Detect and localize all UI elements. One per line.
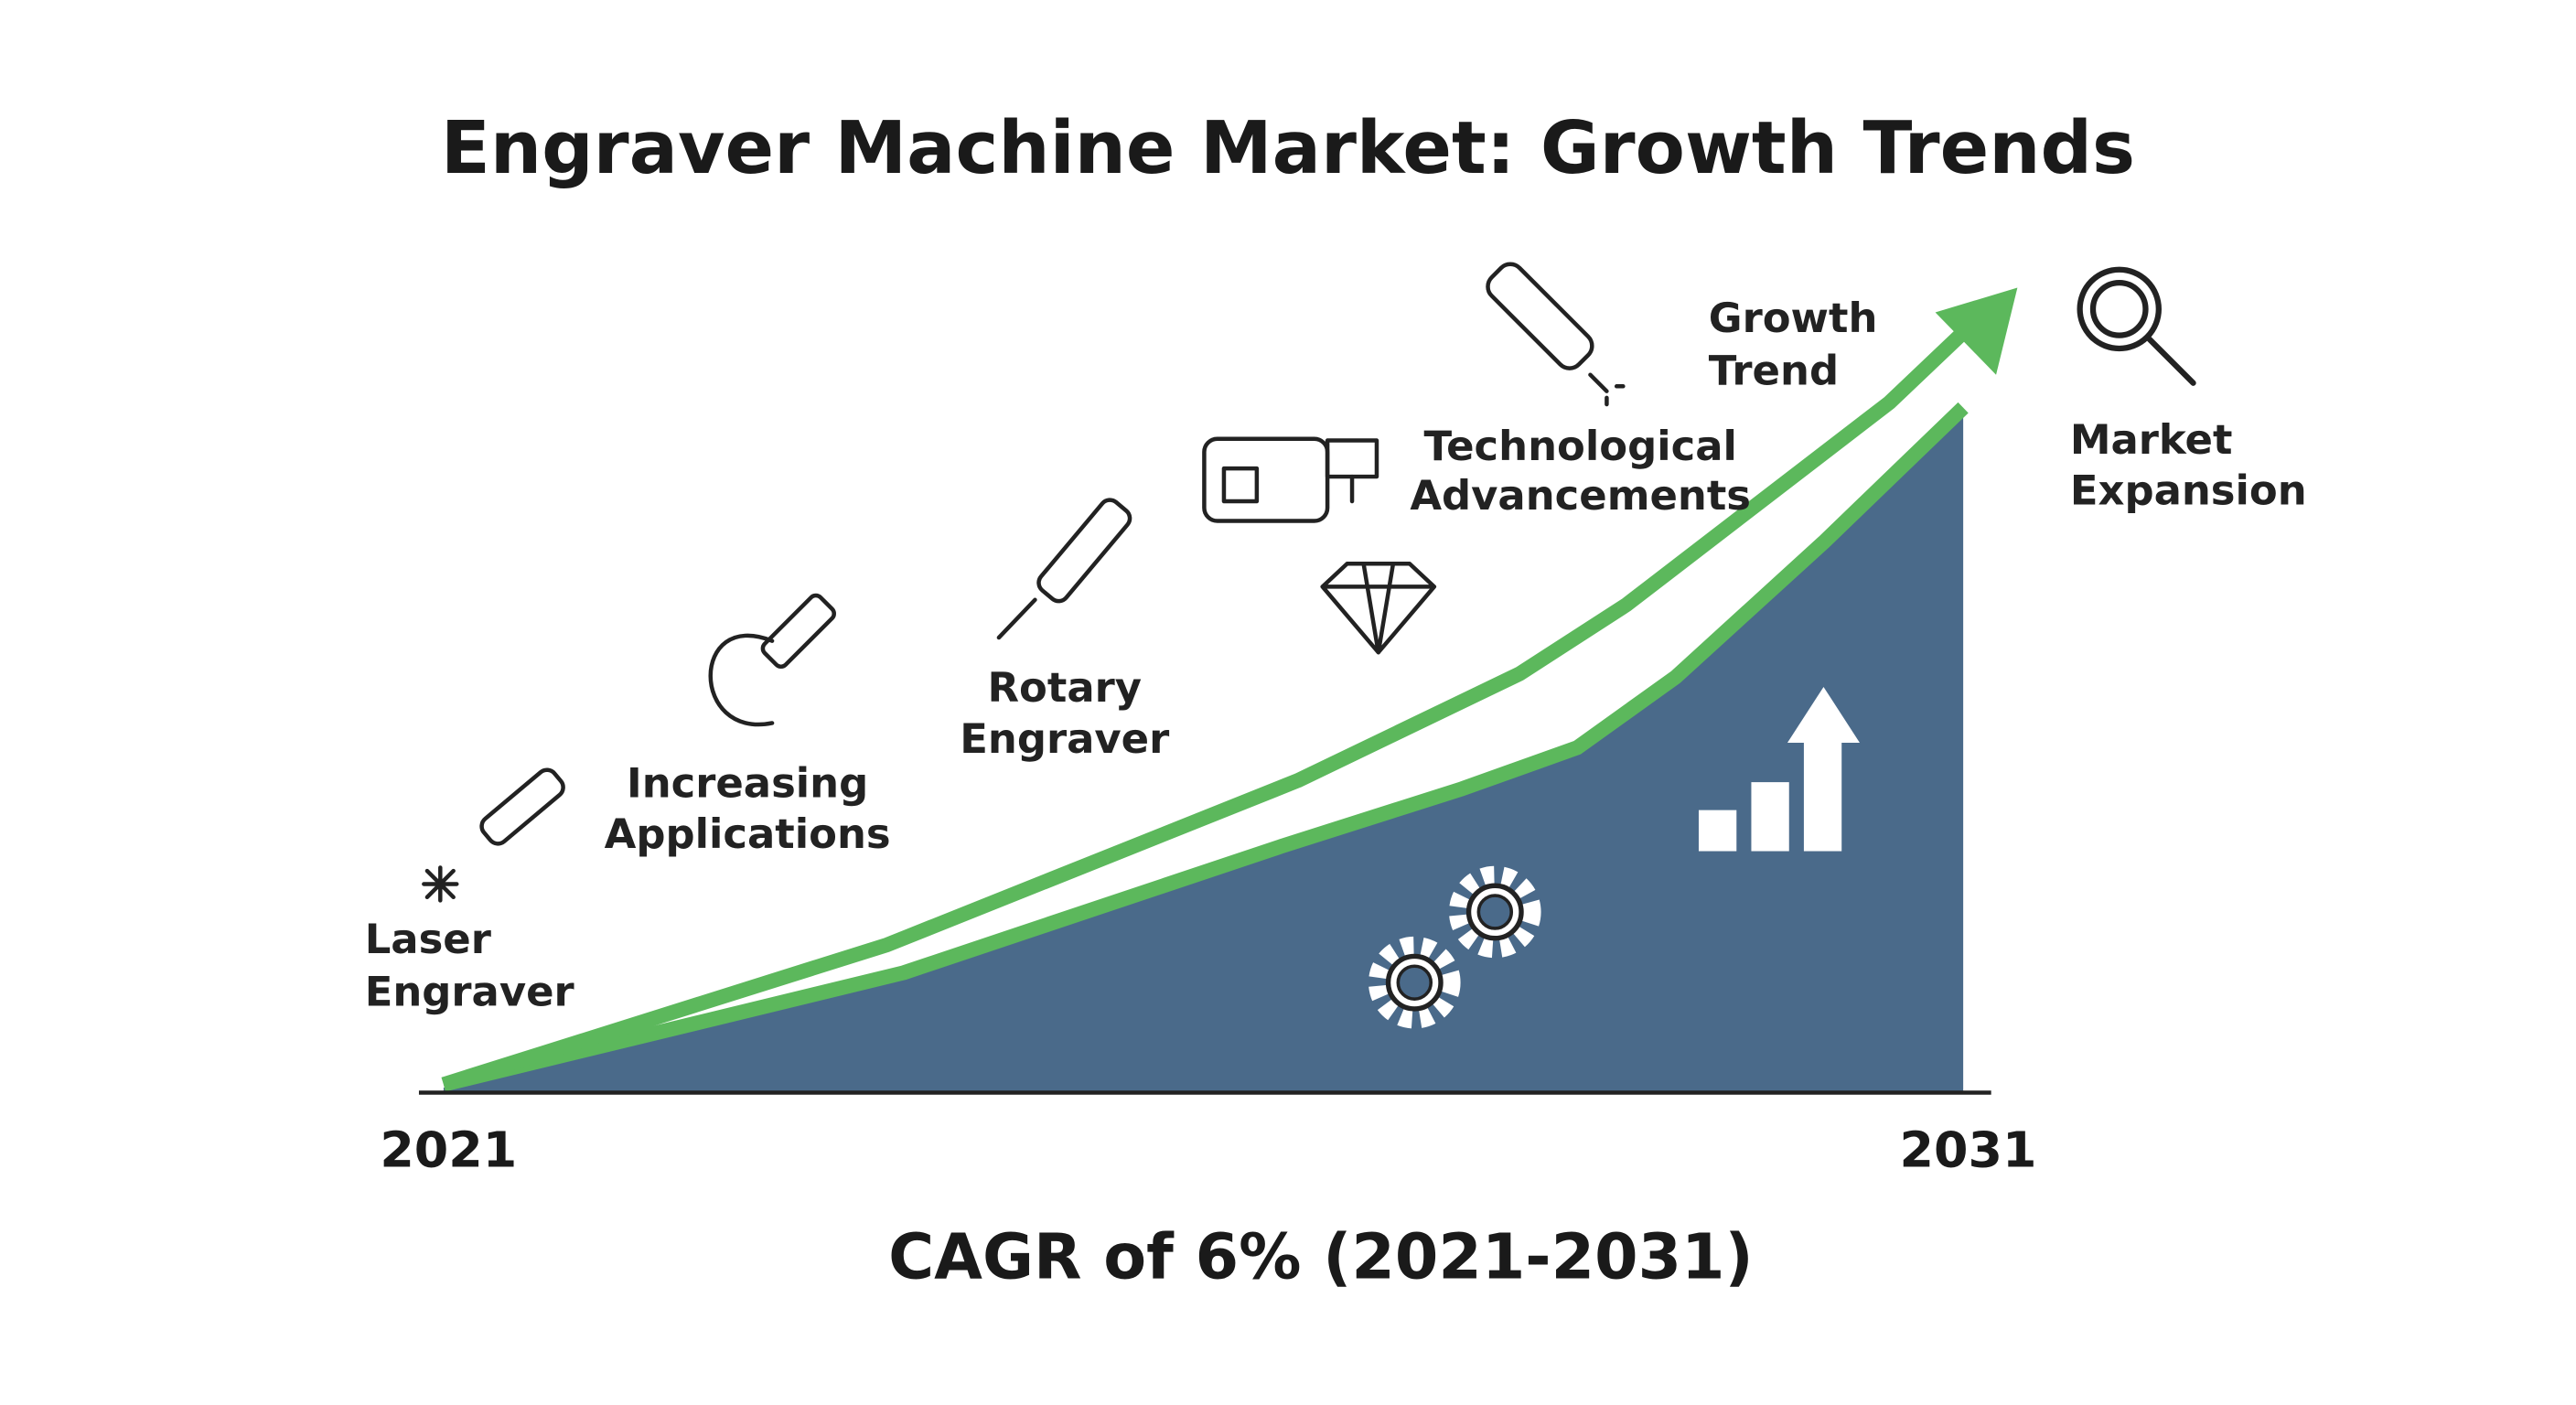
label: Laser — [365, 915, 491, 963]
handpiece-icon — [708, 593, 836, 727]
label: Market — [2070, 415, 2233, 464]
label: Growth — [1709, 294, 1878, 342]
label: Technological — [1423, 422, 1736, 470]
axis-end: 2031 — [1900, 1121, 2037, 1178]
diamond-icon — [1320, 561, 1437, 655]
footer: CAGR of 6% (2021-2031) — [888, 1221, 1754, 1293]
area-edge — [441, 402, 1969, 1092]
axis-start: 2021 — [380, 1121, 517, 1178]
growth-area — [443, 407, 1964, 1093]
label: Rotary — [987, 663, 1142, 712]
label: Trend — [1709, 346, 1839, 394]
label: Expansion — [2070, 467, 2307, 515]
laser-icon — [422, 767, 565, 903]
bars-icon — [1698, 686, 1860, 852]
label: Applications — [605, 810, 891, 858]
title: Engraver Machine Market: Growth Trends — [441, 106, 2135, 190]
gears-icon — [1368, 865, 1541, 1029]
label: Engraver — [365, 967, 574, 1015]
label: Increasing — [627, 758, 868, 807]
arrow-head — [1935, 287, 2018, 375]
magnifier-icon — [2077, 266, 2196, 386]
rotary-icon — [996, 498, 1132, 640]
label: Advancements — [1410, 471, 1751, 520]
drill-icon — [1202, 436, 1379, 523]
label: Engraver — [960, 714, 1169, 763]
pen-laser-icon — [1486, 262, 1626, 407]
trend-arrow — [441, 304, 1993, 1092]
